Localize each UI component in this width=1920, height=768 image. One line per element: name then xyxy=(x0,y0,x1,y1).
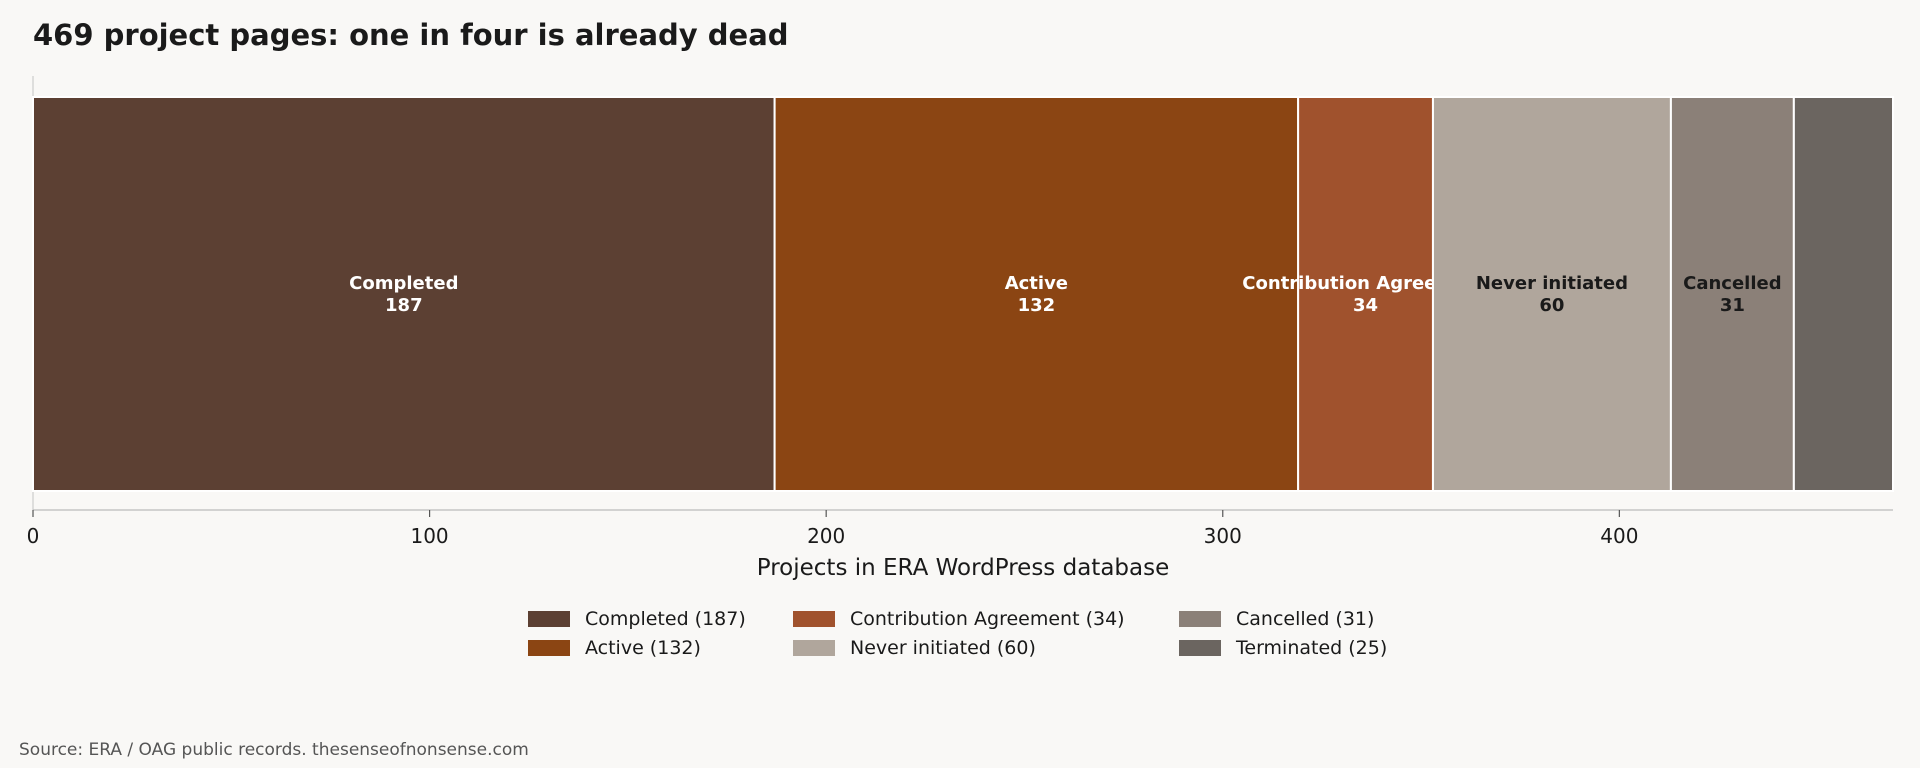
bar-segment-cancelled xyxy=(1669,96,1795,492)
legend-item: Completed (187) xyxy=(528,604,793,633)
source-note: Source: ERA / OAG public records. thesen… xyxy=(19,740,529,760)
x-tick-label: 100 xyxy=(410,524,448,548)
segment-label-name: Never initiated xyxy=(1476,273,1628,294)
legend-item: Cancelled (31) xyxy=(1179,604,1399,633)
chart-title: 469 project pages: one in four is alread… xyxy=(33,18,789,52)
segment-label-name: Completed xyxy=(349,273,458,294)
legend-label: Terminated (25) xyxy=(1236,636,1388,659)
legend-item: Contribution Agreement (34) xyxy=(793,604,1179,633)
legend-swatch xyxy=(528,639,570,656)
legend-swatch xyxy=(1179,639,1221,656)
segment-label-name: Contribution Agreement xyxy=(1242,273,1489,294)
segment-label-value: 132 xyxy=(1018,295,1056,316)
bar-segment-active xyxy=(773,96,1300,492)
bar-segment-completed xyxy=(32,96,776,492)
x-tick-label: 400 xyxy=(1600,524,1638,548)
legend-label: Active (132) xyxy=(585,636,701,659)
legend-swatch xyxy=(1179,610,1221,627)
legend-label: Never initiated (60) xyxy=(850,636,1036,659)
segment-label-name: Active xyxy=(1005,273,1068,294)
legend-label: Cancelled (31) xyxy=(1236,607,1375,630)
legend-swatch xyxy=(793,639,835,656)
bar-segment-terminated xyxy=(1792,96,1895,492)
segment-label-value: 187 xyxy=(385,295,423,316)
segment-label-value: 34 xyxy=(1353,295,1378,316)
x-axis-label: Projects in ERA WordPress database xyxy=(757,555,1169,581)
segment-label-name: Cancelled xyxy=(1683,273,1781,294)
x-tick-label: 300 xyxy=(1204,524,1242,548)
bar-segment-never-initiated xyxy=(1431,96,1672,492)
legend-swatch xyxy=(528,610,570,627)
legend-label: Completed (187) xyxy=(585,607,746,630)
x-tick-label: 0 xyxy=(27,524,40,548)
bar-segment-contribution-agreement xyxy=(1297,96,1434,492)
legend-swatch xyxy=(793,610,835,627)
legend-label: Contribution Agreement (34) xyxy=(850,607,1125,630)
legend-item: Active (132) xyxy=(528,633,793,662)
chart-legend: Completed (187) Active (132) Contribution … xyxy=(528,604,1399,662)
segment-label-value: 60 xyxy=(1539,295,1564,316)
legend-item: Terminated (25) xyxy=(1179,633,1399,662)
x-tick-label: 200 xyxy=(807,524,845,548)
legend-item: Never initiated (60) xyxy=(793,633,1179,662)
segment-label-value: 31 xyxy=(1720,295,1745,316)
